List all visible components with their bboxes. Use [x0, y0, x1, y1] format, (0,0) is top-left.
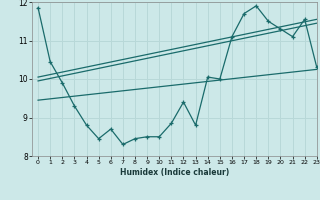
- X-axis label: Humidex (Indice chaleur): Humidex (Indice chaleur): [120, 168, 229, 177]
